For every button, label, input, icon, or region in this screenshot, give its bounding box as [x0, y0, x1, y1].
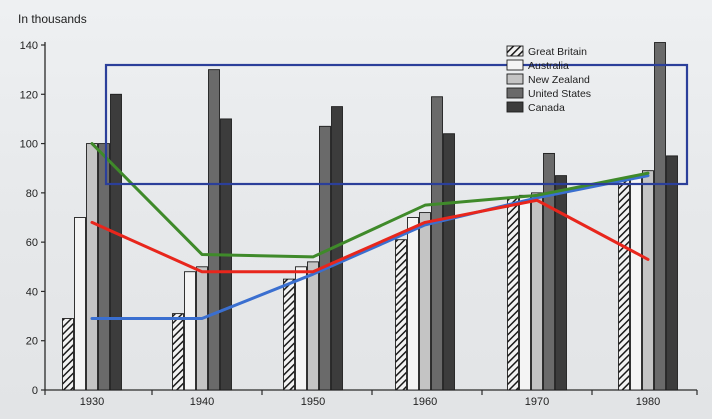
bar-australia-1950	[295, 266, 307, 391]
bar-great-britain-1940	[172, 313, 184, 391]
bar-united-states-1940	[208, 69, 220, 391]
x-tick-label: 1950	[301, 396, 325, 408]
bar-new-zealand-1960	[419, 212, 431, 391]
y-tick-label: 60	[26, 237, 38, 249]
bar-canada-1980	[666, 155, 678, 391]
bar-new-zealand-1930	[86, 143, 98, 391]
legend-swatch-united-states	[506, 87, 524, 99]
bar-australia-1980	[630, 177, 642, 391]
legend-swatch-australia	[506, 59, 524, 71]
bar-united-states-1930	[98, 143, 110, 391]
legend-swatch-canada	[506, 101, 524, 113]
bar-great-britain-1980	[618, 180, 630, 391]
x-tick-label: 1960	[413, 396, 437, 408]
bar-canada-1930	[110, 93, 122, 391]
y-tick-label: 80	[26, 188, 38, 200]
x-tick-label: 1930	[80, 396, 104, 408]
y-tick-label: 100	[20, 139, 38, 151]
highlight-box	[104, 63, 689, 186]
legend-swatch-new-zealand	[506, 73, 524, 85]
bar-australia-1960	[407, 217, 419, 391]
bar-great-britain-1930	[62, 318, 74, 391]
overlay-line-2	[90, 198, 650, 274]
legend: Great Britain Australia New Zealand United …	[506, 45, 591, 114]
y-tick-label: 0	[32, 385, 38, 397]
bar-new-zealand-1940	[196, 266, 208, 391]
overlay-line-3	[90, 142, 650, 259]
bar-great-britain-1960	[395, 239, 407, 391]
bars	[62, 42, 678, 391]
highlight-box-layer	[104, 63, 689, 186]
bar-great-britain-1970	[507, 197, 519, 391]
overlay-line-1	[90, 174, 650, 321]
bar-great-britain-1950	[283, 278, 295, 391]
y-tick-label: 140	[20, 40, 38, 52]
legend-label-australia: Australia	[528, 60, 569, 72]
axes: 0 20 40 60 80 100 120 140 1930 1940 1950 1960 1970 19…	[20, 40, 698, 408]
bar-canada-1960	[443, 133, 455, 391]
bar-australia-1940	[184, 271, 196, 391]
legend-label-great-britain: Great Britain	[528, 46, 587, 58]
bar-united-states-1960	[431, 96, 443, 391]
legend-swatch-great-britain	[506, 45, 524, 57]
bar-australia-1970	[519, 194, 531, 391]
legend-label-new-zealand: New Zealand	[528, 74, 590, 86]
x-tick-label: 1940	[190, 396, 214, 408]
overlay-lines	[90, 142, 650, 321]
x-tick-label: 1970	[525, 396, 549, 408]
bar-new-zealand-1950	[307, 261, 319, 391]
bar-canada-1970	[555, 175, 567, 391]
y-tick-label: 120	[20, 89, 38, 101]
bar-new-zealand-1980	[642, 170, 654, 391]
y-tick-label: 20	[26, 336, 38, 348]
bar-australia-1930	[74, 217, 86, 391]
bar-united-states-1970	[543, 152, 555, 391]
bar-united-states-1950	[319, 125, 331, 391]
unit-label: In thousands	[18, 12, 87, 26]
y-tick-label: 40	[26, 286, 38, 298]
x-tick-label: 1980	[636, 396, 660, 408]
legend-label-canada: Canada	[528, 102, 565, 114]
legend-label-united-states: United States	[528, 88, 591, 100]
bar-united-states-1980	[654, 42, 666, 391]
bar-new-zealand-1970	[531, 192, 543, 391]
